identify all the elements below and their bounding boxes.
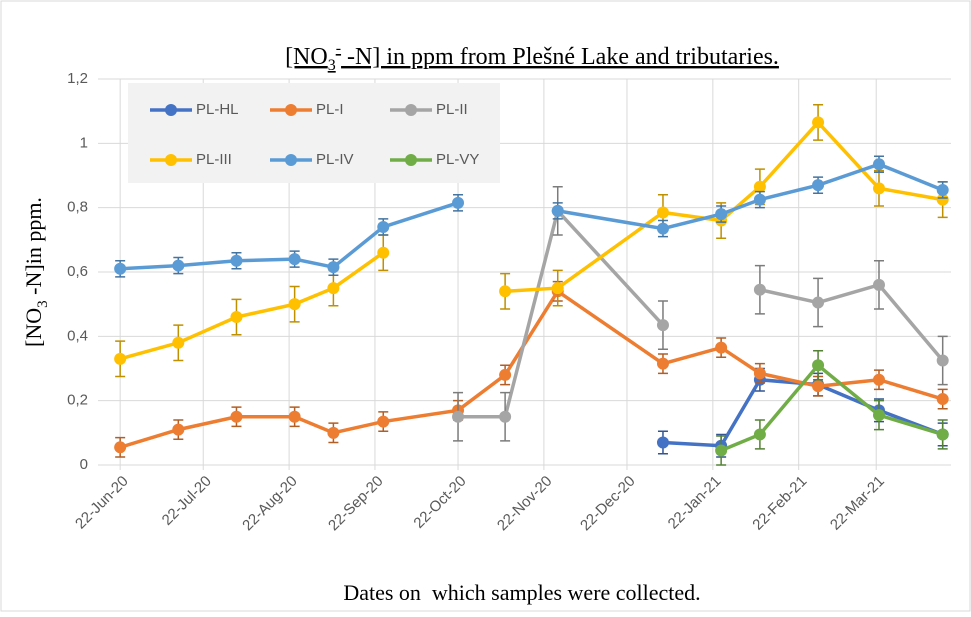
legend-marker [285, 154, 297, 166]
y-tick-label: 1 [80, 134, 88, 151]
data-point [499, 285, 512, 298]
data-point [114, 441, 127, 454]
data-point [452, 196, 465, 209]
title-part: - [336, 40, 341, 57]
y-tick-label: 1,2 [67, 70, 88, 87]
data-point [288, 298, 301, 311]
data-point [288, 253, 301, 266]
chart-title: [NO3- -N] in ppm from Plešné Lake and tr… [285, 40, 779, 74]
legend-label: PL-HL [196, 101, 239, 118]
data-point [936, 428, 949, 441]
data-point [872, 182, 885, 195]
data-point [715, 444, 728, 457]
title-part: [NO [285, 44, 328, 70]
data-point [230, 311, 243, 324]
legend-marker [405, 104, 417, 116]
data-point [872, 278, 885, 291]
data-point [230, 254, 243, 267]
legend-label: PL-I [316, 101, 344, 118]
series-line [505, 119, 943, 294]
series [715, 350, 949, 466]
data-point [753, 283, 766, 296]
data-point [936, 193, 949, 206]
legend-marker [405, 154, 417, 166]
series-line [662, 377, 944, 448]
data-point [812, 116, 825, 129]
data-point [753, 367, 766, 380]
data-point [812, 296, 825, 309]
x-axis-title: Dates on which samples were collected. [343, 580, 700, 605]
data-point [656, 319, 669, 332]
data-point [656, 436, 669, 449]
data-point [656, 357, 669, 370]
y-axis-title: [NO3 -N]in ppm. [21, 197, 51, 347]
data-point [753, 193, 766, 206]
data-point [753, 180, 766, 193]
series-line [759, 282, 945, 362]
ylabel-part: 3 [35, 300, 51, 308]
data-point [114, 262, 127, 275]
series [452, 186, 949, 442]
series-line [119, 251, 385, 361]
ylabel-part: -N]in ppm. [21, 197, 46, 300]
data-point [656, 222, 669, 235]
data-point [936, 183, 949, 196]
data-point [377, 246, 390, 259]
data-point [288, 410, 301, 423]
data-point [377, 220, 390, 233]
data-point [812, 179, 825, 192]
legend-box [128, 83, 500, 183]
data-point [230, 410, 243, 423]
y-tick-label: 0 [80, 456, 88, 473]
data-point [499, 410, 512, 423]
legend-marker [165, 154, 177, 166]
data-point [551, 204, 564, 217]
data-point [872, 373, 885, 386]
legend-label: PL-III [196, 151, 232, 168]
data-point [172, 259, 185, 272]
series-line [458, 207, 665, 419]
legend-label: PL-II [436, 101, 468, 118]
data-point [936, 354, 949, 367]
series [114, 155, 949, 278]
data-point [936, 393, 949, 406]
legend-label: PL-IV [316, 151, 354, 168]
data-point [872, 158, 885, 171]
data-point [327, 426, 340, 439]
data-point [452, 410, 465, 423]
data-point [499, 368, 512, 381]
title-part: -N] in ppm from Plešné Lake and tributar… [341, 44, 779, 70]
data-point [872, 409, 885, 422]
data-point [327, 261, 340, 274]
data-point [715, 208, 728, 221]
data-point [327, 282, 340, 295]
y-tick-label: 0,2 [67, 392, 88, 409]
data-point [114, 352, 127, 365]
data-point [172, 423, 185, 436]
ylabel-part: [NO [21, 308, 46, 347]
data-point [656, 206, 669, 219]
title-part: 3 [328, 57, 336, 74]
data-point [812, 359, 825, 372]
data-point [812, 380, 825, 393]
data-point [172, 336, 185, 349]
data-point [377, 415, 390, 428]
data-point [551, 282, 564, 295]
legend-marker [285, 104, 297, 116]
y-tick-label: 0,6 [67, 263, 88, 280]
data-point [753, 428, 766, 441]
y-tick-label: 0,8 [67, 199, 88, 216]
y-tick-label: 0,4 [67, 327, 88, 344]
legend-label: PL-VY [436, 151, 479, 168]
legend-marker [165, 104, 177, 116]
legend: PL-HL PL-I PL-II PL-III PL-IV PL-VY [128, 83, 500, 183]
data-point [715, 341, 728, 354]
